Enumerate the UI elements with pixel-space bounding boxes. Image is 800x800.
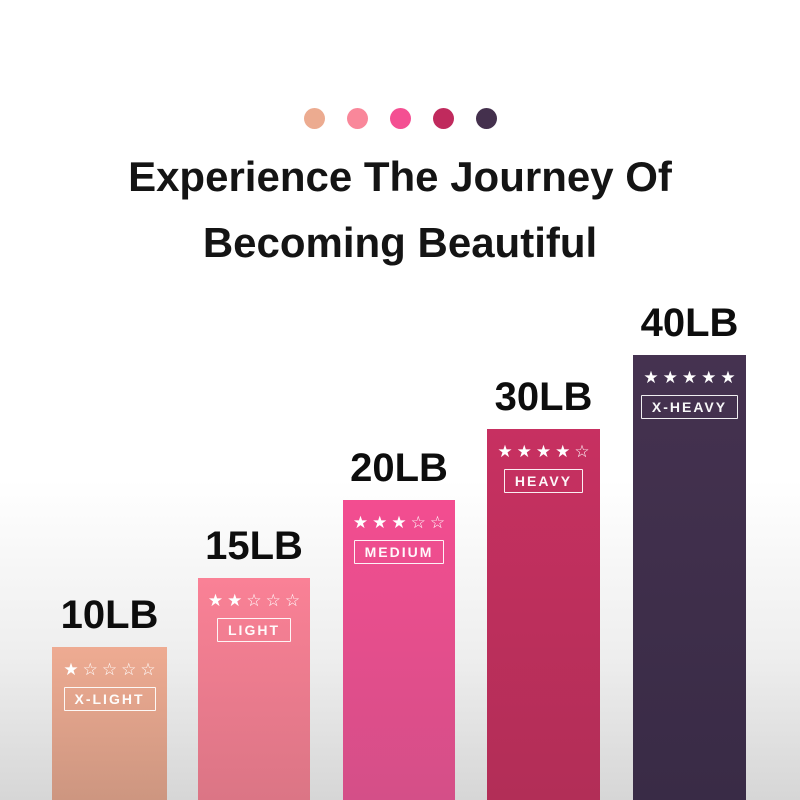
bar-column-40lb: 40LB ★★★★★ X-HEAVY bbox=[633, 301, 746, 800]
bar-20lb: ★★★☆☆ MEDIUM bbox=[343, 500, 455, 800]
star-rating-1-of-5: ★☆☆☆☆ bbox=[63, 660, 160, 680]
resistance-badge-medium: MEDIUM bbox=[353, 540, 445, 564]
legend-dot-light bbox=[346, 108, 368, 129]
weight-label-20lb: 20LB bbox=[350, 446, 448, 490]
page-title-line-2: Becoming Beautiful bbox=[202, 219, 598, 266]
bar-15lb: ★★☆☆☆ LIGHT bbox=[198, 578, 310, 800]
star-rating-5-of-5: ★★★★★ bbox=[643, 368, 740, 388]
legend-dot-heavy bbox=[432, 108, 454, 129]
legend-dot-x-heavy bbox=[475, 108, 497, 129]
bar-column-30lb: 30LB ★★★★☆ HEAVY bbox=[487, 375, 600, 800]
weight-label-30lb: 30LB bbox=[494, 375, 593, 419]
resistance-badge-light: LIGHT bbox=[217, 618, 291, 642]
resistance-badge-heavy: HEAVY bbox=[503, 469, 584, 493]
star-rating-2-of-5: ★★☆☆☆ bbox=[207, 591, 305, 611]
bar-40lb: ★★★★★ X-HEAVY bbox=[633, 355, 746, 800]
star-rating-3-of-5: ★★★☆☆ bbox=[352, 513, 450, 533]
page-title: Experience The Journey Of Becoming Beaut… bbox=[0, 144, 800, 276]
weight-label-10lb: 10LB bbox=[60, 593, 159, 637]
resistance-badge-x-light: X-LIGHT bbox=[63, 687, 156, 711]
bar-30lb: ★★★★☆ HEAVY bbox=[487, 429, 600, 800]
legend-dot-x-light bbox=[303, 108, 325, 129]
bar-10lb: ★☆☆☆☆ X-LIGHT bbox=[52, 647, 167, 800]
color-legend bbox=[0, 108, 800, 129]
bar-column-10lb: 10LB ★☆☆☆☆ X-LIGHT bbox=[52, 593, 167, 800]
bar-column-15lb: 15LB ★★☆☆☆ LIGHT bbox=[198, 524, 310, 800]
star-rating-4-of-5: ★★★★☆ bbox=[497, 442, 594, 462]
bar-column-20lb: 20LB ★★★☆☆ MEDIUM bbox=[343, 446, 455, 800]
weight-label-40lb: 40LB bbox=[640, 301, 739, 345]
legend-dot-medium bbox=[389, 108, 411, 129]
page-title-line-1: Experience The Journey Of bbox=[128, 153, 672, 200]
resistance-badge-x-heavy: X-HEAVY bbox=[640, 395, 739, 419]
weight-label-15lb: 15LB bbox=[205, 524, 303, 568]
